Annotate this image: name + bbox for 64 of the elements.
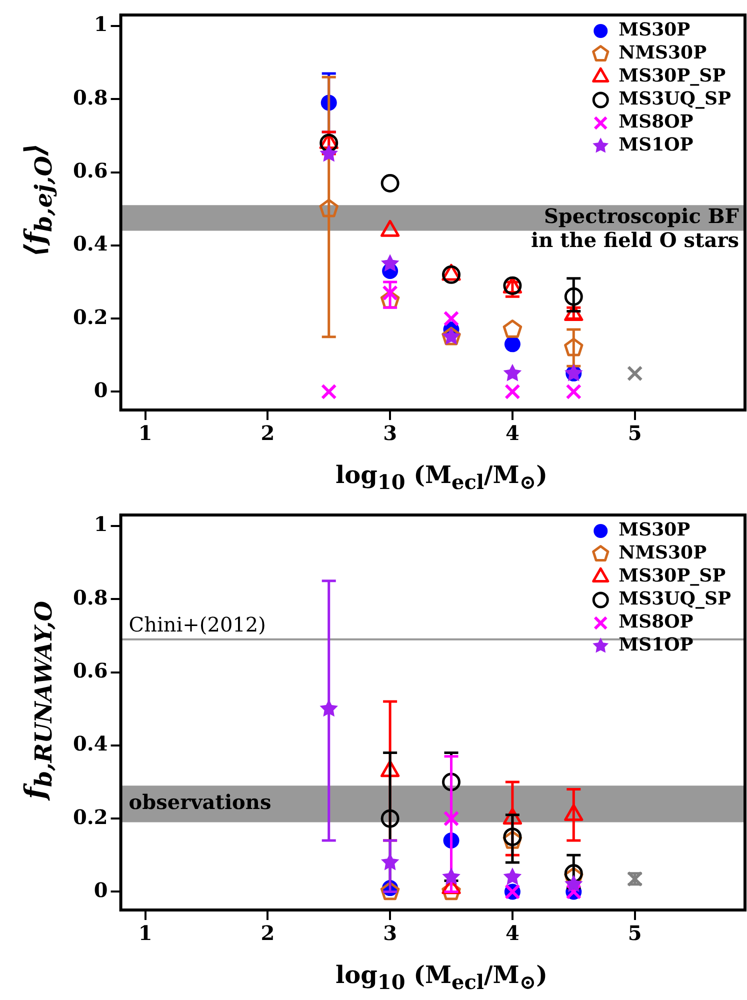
x-tick-label: 2 [260, 921, 275, 946]
x-tick-label: 1 [138, 421, 152, 446]
point [320, 144, 338, 162]
point [320, 134, 338, 152]
point [503, 364, 522, 382]
point [380, 254, 400, 272]
x-tick-label: 1 [138, 921, 152, 946]
x-tick-label: 5 [628, 421, 642, 446]
y-tick-label: 0.8 [73, 85, 108, 110]
point [564, 338, 584, 356]
point [566, 384, 582, 400]
legend-label: MS30P_SP [618, 566, 726, 587]
band-label: Spectroscopic BF in the field O stars [530, 204, 739, 252]
y-tick-label: 0.4 [73, 732, 108, 756]
y-tick-label: 0.2 [73, 304, 108, 329]
legend-label: MS1OP [618, 634, 694, 656]
legend-label: MS30P_SP [618, 66, 726, 87]
band-label: observations [128, 790, 272, 814]
point [380, 809, 400, 828]
x-tick-label: 4 [505, 921, 520, 946]
legend-label: MS8OP [618, 112, 694, 133]
y-tick-label: 1 [94, 512, 108, 536]
x-tick-label: 4 [505, 421, 520, 446]
point [564, 287, 583, 306]
legend-label: MS30P [618, 520, 691, 541]
ref-line-label: Chini+(2012) [128, 612, 266, 637]
y-tick-label: 0.6 [73, 658, 108, 682]
point [504, 336, 520, 352]
x-tick-label: 3 [383, 421, 398, 446]
y-tick-label: 1 [94, 12, 108, 36]
x-axis-title: log$_{10}$ (M$_{ecl}$/M$_{⊙}$) [334, 460, 548, 494]
point [626, 366, 643, 382]
point [564, 874, 583, 892]
point [443, 810, 460, 826]
point [442, 772, 461, 792]
point [564, 864, 583, 883]
legend-label: NMS30P [618, 42, 708, 64]
point [320, 699, 338, 717]
y-tick-label: 0.2 [73, 804, 108, 829]
legend-label: MS30P [618, 20, 691, 41]
point [442, 265, 461, 284]
legend-label: NMS30P [618, 542, 708, 564]
x-tick-label: 5 [628, 921, 642, 946]
point [504, 384, 520, 400]
y-tick-label: 0.8 [73, 585, 108, 610]
point [443, 310, 460, 326]
point [502, 319, 522, 338]
legend-label: MS3UQ_SP [618, 588, 732, 610]
point [442, 867, 460, 885]
y-tick-label: 0 [94, 878, 108, 902]
x-axis-title: log$_{10}$ (M$_{ecl}$/M$_{⊙}$) [334, 960, 548, 994]
y-tick-label: 0.6 [73, 158, 108, 182]
legend-label: MS1OP [618, 134, 694, 156]
y-tick-label: 0 [94, 378, 108, 402]
x-tick-label: 3 [383, 921, 398, 946]
point [380, 882, 400, 900]
point [319, 198, 338, 218]
point [380, 174, 400, 192]
legend-label: MS8OP [618, 612, 694, 633]
point [320, 384, 337, 400]
y-tick-label: 0.4 [73, 232, 108, 256]
legend-label: MS3UQ_SP [618, 88, 732, 110]
point [503, 867, 522, 885]
x-tick-label: 2 [260, 421, 275, 446]
